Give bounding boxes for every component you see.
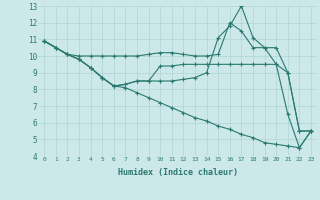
X-axis label: Humidex (Indice chaleur): Humidex (Indice chaleur)	[118, 168, 238, 177]
